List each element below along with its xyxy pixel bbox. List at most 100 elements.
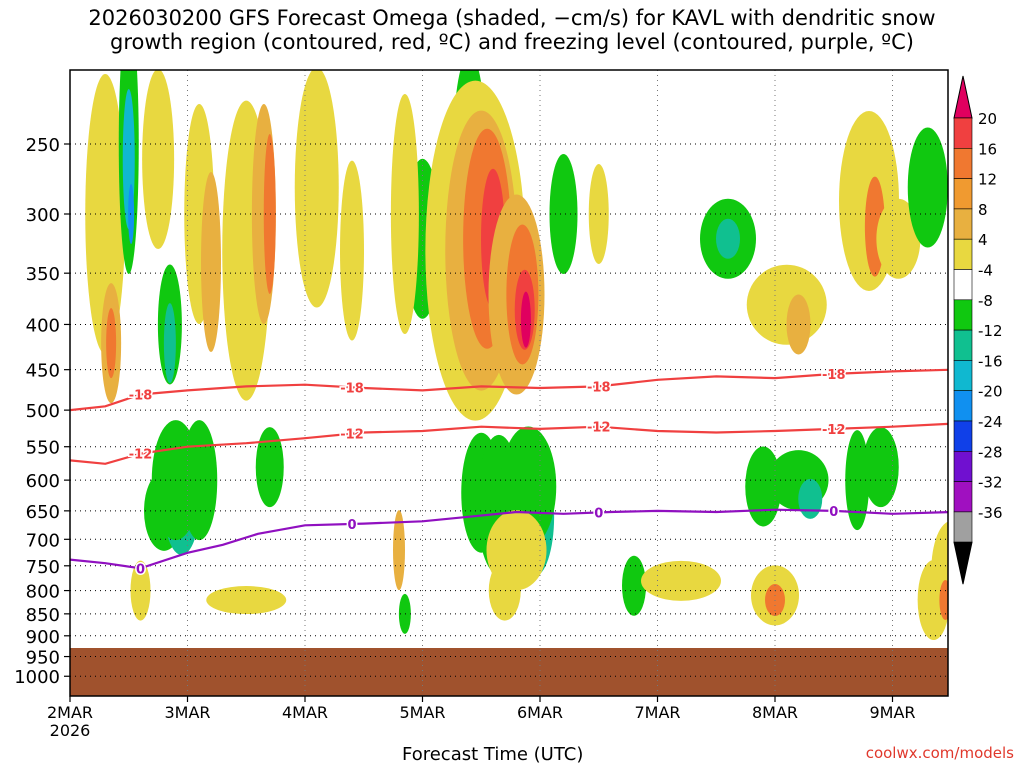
title-line-1: 2026030200 GFS Forecast Omega (shaded, −… xyxy=(88,6,936,30)
y-tick-label: 850 xyxy=(26,605,60,626)
contour-0 xyxy=(70,508,948,570)
x-tick-label: 6MAR xyxy=(517,703,563,722)
y-tick-label: 350 xyxy=(26,264,60,285)
contour-label: 0 xyxy=(136,562,145,577)
colorbar-label: -20 xyxy=(978,383,1003,401)
omega-cell xyxy=(588,164,609,264)
x-tick-label: 8MAR xyxy=(752,703,798,722)
colorbar-label: -32 xyxy=(978,474,1003,492)
colorbar-label: 20 xyxy=(978,110,997,128)
contour-label: -18 xyxy=(129,388,153,403)
y-tick-label: 1000 xyxy=(14,667,60,688)
omega-cell xyxy=(181,420,218,541)
omega-cell xyxy=(876,198,921,279)
contour-label: 0 xyxy=(594,506,603,521)
contour-label: -12 xyxy=(587,421,611,436)
y-tick-label: 900 xyxy=(26,627,60,648)
contour-lines: -18 -18 -18 -18 -12 -12 -12 -12 0 0 0 0 xyxy=(70,366,948,579)
colorbar-label: 12 xyxy=(978,171,997,189)
y-tick-label: 500 xyxy=(26,401,60,422)
colorbar-label: -12 xyxy=(978,322,1003,340)
colorbar-label: -36 xyxy=(978,504,1003,522)
colorbar-swatch xyxy=(953,450,973,482)
y-tick-label: 800 xyxy=(26,582,60,603)
y-axis-ticks: 2503003504004505005506006507007508008509… xyxy=(14,135,70,688)
y-tick-label: 600 xyxy=(26,471,60,492)
x-tick-label: 5MAR xyxy=(399,703,445,722)
colorbar-label: -4 xyxy=(978,262,993,280)
colorbar-swatch xyxy=(953,329,973,361)
ground-terrain xyxy=(70,648,948,696)
y-tick-label: 450 xyxy=(26,361,60,382)
colorbar-label: -28 xyxy=(978,443,1003,461)
omega-cell xyxy=(641,560,721,601)
omega-cell xyxy=(163,303,176,384)
colorbar-swatch xyxy=(953,299,973,331)
contour-label: -18 xyxy=(587,380,611,395)
x-year-label: 2026 xyxy=(50,721,91,740)
x-tick-label: 2MAR xyxy=(47,703,93,722)
x-tick-label: 4MAR xyxy=(282,703,328,722)
colorbar-label: 8 xyxy=(978,201,988,219)
colorbar-label: -24 xyxy=(978,413,1003,431)
omega-cell xyxy=(340,160,364,341)
y-tick-label: 250 xyxy=(26,135,60,156)
contour-minus12 xyxy=(70,422,948,465)
y-tick-label: 700 xyxy=(26,530,60,551)
omega-cell xyxy=(862,427,899,508)
y-tick-label: 950 xyxy=(26,648,60,669)
colorbar-label: -8 xyxy=(978,292,993,310)
omega-cell xyxy=(716,218,740,259)
y-tick-label: 750 xyxy=(26,557,60,578)
colorbar-swatch xyxy=(953,420,973,452)
x-tick-label: 7MAR xyxy=(634,703,680,722)
omega-cell xyxy=(142,70,175,250)
contour-label: 0 xyxy=(347,518,356,533)
colorbar-swatch xyxy=(953,178,973,210)
y-tick-label: 550 xyxy=(26,438,60,459)
colorbar: 20 16 12 8 4 -4 -8 -12 -16 -20 -24 -28 -32 -36 xyxy=(953,75,1003,585)
contour-label: -12 xyxy=(340,428,364,443)
omega-cell xyxy=(106,308,117,379)
credit-text: coolwx.com/models xyxy=(865,744,1014,762)
contour-label: -18 xyxy=(340,381,364,396)
colorbar-top-arrow xyxy=(953,75,973,119)
omega-cell xyxy=(798,478,823,519)
omega-cell xyxy=(845,430,870,531)
y-tick-label: 400 xyxy=(26,315,60,336)
omega-cell xyxy=(128,184,135,244)
omega-cell xyxy=(206,586,287,615)
omega-cell xyxy=(390,94,419,334)
x-tick-label: 9MAR xyxy=(869,703,915,722)
contour-label: -18 xyxy=(822,368,846,383)
omega-cell xyxy=(520,291,531,348)
colorbar-label: -16 xyxy=(978,352,1003,370)
colorbar-swatch xyxy=(953,360,973,391)
omega-cell xyxy=(746,264,827,345)
omega-cell xyxy=(201,172,221,353)
colorbar-swatch xyxy=(953,117,973,149)
colorbar-swatch xyxy=(953,269,973,301)
omega-cell xyxy=(786,294,811,355)
x-tick-label: 3MAR xyxy=(164,703,210,722)
omega-cell xyxy=(622,555,646,616)
omega-cell xyxy=(263,134,276,294)
omega-cell xyxy=(255,427,284,508)
colorbar-label: 16 xyxy=(978,140,997,158)
contour-label: -12 xyxy=(822,423,846,438)
colorbar-swatch xyxy=(953,208,973,240)
y-tick-label: 650 xyxy=(26,502,60,523)
colorbar-swatch xyxy=(953,238,973,270)
title-line-2: growth region (contoured, red, ºC) and f… xyxy=(110,30,914,54)
omega-cell xyxy=(907,127,948,248)
omega-cell xyxy=(488,560,521,621)
omega-cell xyxy=(549,154,578,274)
plot-frame xyxy=(69,69,949,697)
colorbar-label: 4 xyxy=(978,231,988,249)
contour-label: 0 xyxy=(829,505,838,520)
x-axis-title: Forecast Time (UTC) xyxy=(402,744,584,765)
colorbar-swatch xyxy=(953,511,973,543)
omega-cell xyxy=(294,70,339,308)
omega-cell xyxy=(939,580,948,621)
